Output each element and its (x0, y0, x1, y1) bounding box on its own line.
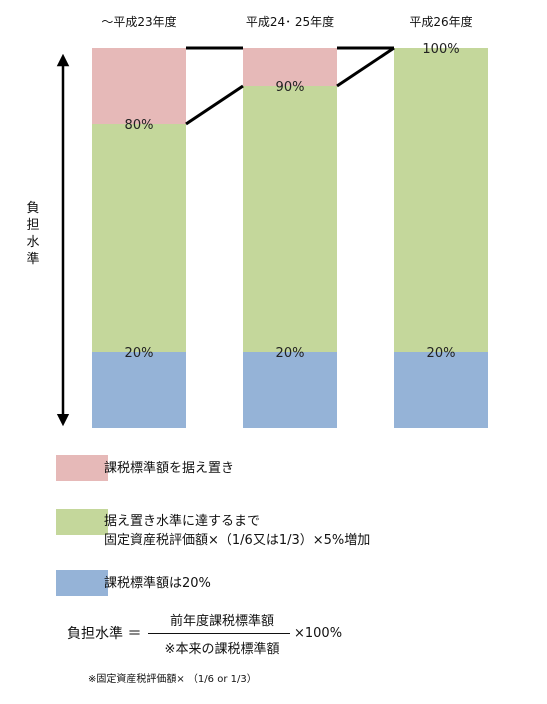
category-label-0: ～平成23年度 (101, 14, 176, 29)
bar-segment-increase-0 (92, 124, 186, 352)
legend-swatch-increase (56, 509, 108, 535)
legend-label-base: 課税標準額は20% (104, 576, 211, 591)
ylabel-char-3: 準 (26, 251, 39, 267)
formula-numerator: 前年度課税標準額 (169, 614, 274, 629)
data-label-1-20: 20% (276, 346, 305, 361)
formula-lhs: 負担水準 ＝ (67, 626, 142, 642)
bar-segment-fixed-0 (92, 48, 186, 124)
data-label-0-20: 20% (125, 346, 154, 361)
bar-segment-increase-1 (243, 86, 337, 352)
formula-multiplier: ×100% (294, 626, 343, 641)
data-label-0-80: 80% (125, 118, 154, 133)
connector-step-1 (336, 46, 395, 88)
y-axis-label: 負担水準 (26, 201, 39, 267)
ylabel-char-2: 水 (26, 235, 39, 250)
formula-fraction-bar (148, 633, 290, 634)
footnote: ※固定資産税評価額× （1/6 or 1/3） (88, 674, 257, 685)
ylabel-char-0: 負 (26, 201, 39, 216)
category-label-1: 平成24･ 25年度 (246, 14, 334, 29)
stacked-bar-chart: ～平成23年度 平成24･ 25年度 平成26年度 20% 20% 20% 80% 90% 10… (26, 14, 488, 428)
bar-segment-base-0 (92, 352, 186, 428)
legend-label-fixed: 課税標準額を据え置き (104, 461, 235, 476)
connector-step-0 (185, 84, 244, 126)
formula-denominator: ※本来の課税標準額 (164, 642, 280, 657)
bar-segment-base-1 (243, 352, 337, 428)
bar-segment-increase-2 (394, 48, 488, 352)
data-label-2-20: 20% (427, 346, 456, 361)
ylabel-char-1: 担 (26, 218, 39, 233)
legend-swatch-base (56, 570, 108, 596)
legend-swatch-fixed (56, 455, 108, 481)
data-label-2-100: 100% (422, 42, 459, 57)
category-label-2: 平成26年度 (409, 14, 472, 29)
legend-label-increase: 据え置き水準に達するまで 固定資産税評価額×（1/6又は1/3）×5%増加 (104, 514, 371, 548)
data-label-1-90: 90% (276, 80, 305, 95)
bar-segment-fixed-1 (243, 48, 337, 86)
bar-segment-base-2 (394, 352, 488, 428)
